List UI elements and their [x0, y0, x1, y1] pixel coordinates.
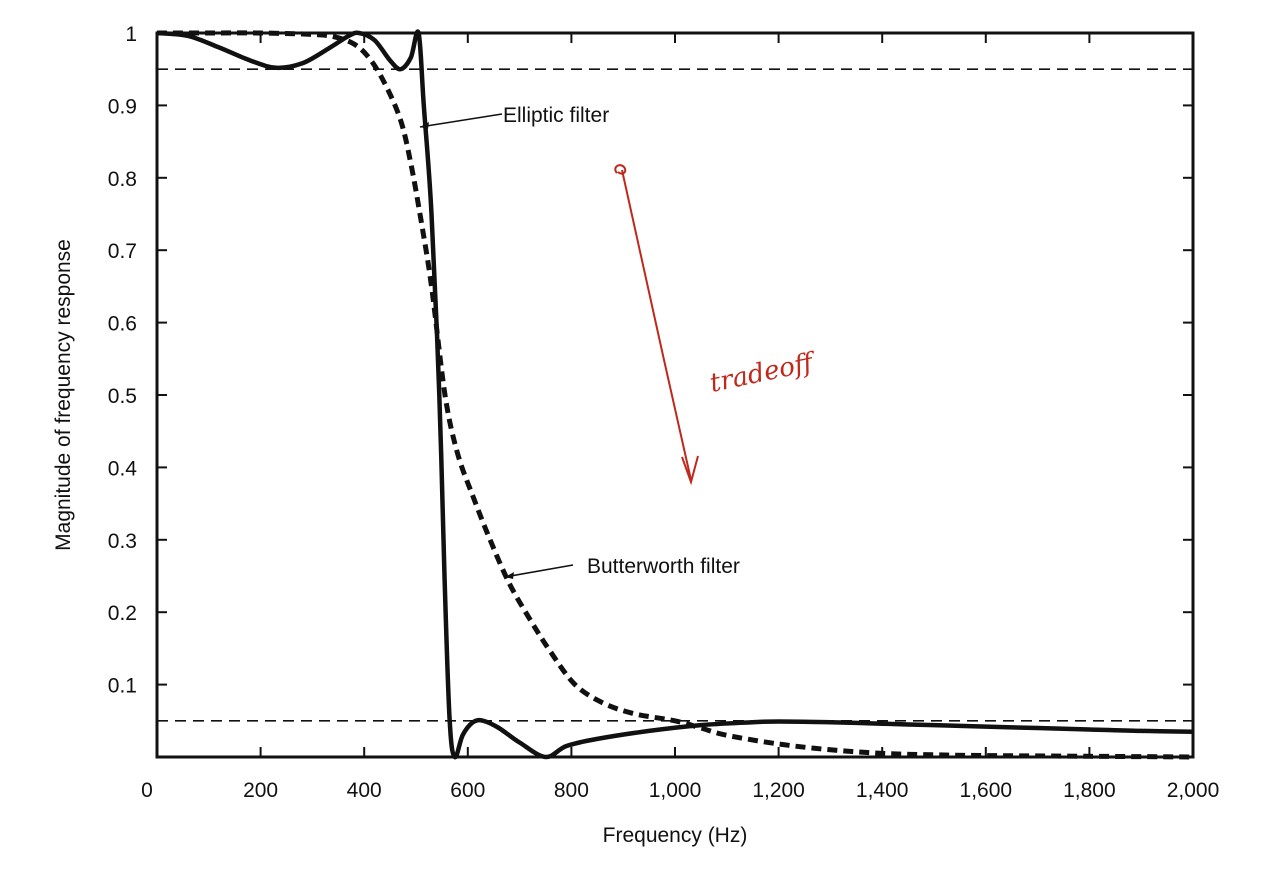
tolerance-lines	[157, 68, 1193, 722]
x-tick-label: 1,800	[1063, 779, 1116, 802]
y-tick-label: 0.8	[108, 168, 137, 191]
y-tick-label: 0.3	[108, 530, 137, 553]
x-tick-label: 0	[141, 779, 153, 802]
tradeoff-label: tradeoff	[707, 347, 820, 399]
butterworth-annotation: Butterworth filter	[504, 555, 740, 579]
elliptic-curve	[156, 29, 1194, 760]
butterworth-curve	[157, 30, 1194, 760]
x-tick-label: 2,000	[1167, 779, 1220, 802]
arrowhead-icon	[420, 122, 429, 129]
x-tick-label: 1,400	[856, 779, 909, 802]
y-tick-label: 1	[125, 23, 137, 46]
x-tick-label: 800	[554, 779, 589, 802]
plot-frame	[155, 31, 1195, 759]
y-tick-label: 0.2	[108, 602, 137, 625]
y-tick-label: 0.1	[108, 675, 137, 698]
y-tick-label: 0.4	[108, 457, 138, 480]
axis-tick-labels: 0 200 400 600 800 1,000 1,200 1,400 1,600 1,800 2,…	[108, 23, 1219, 802]
x-tick-label: 400	[347, 779, 382, 802]
x-tick-label: 1,200	[752, 779, 805, 802]
x-tick-label: 600	[450, 779, 485, 802]
tradeoff-handwritten-annotation: tradeoff	[614, 164, 820, 486]
axis-ticks	[157, 33, 1193, 757]
arrow-tail-loop-icon	[614, 164, 627, 175]
elliptic-label: Elliptic filter	[503, 104, 609, 127]
butterworth-arrow	[504, 564, 574, 578]
x-tick-label: 1,600	[960, 779, 1013, 802]
butterworth-label: Butterworth filter	[587, 555, 740, 578]
filter-curves	[156, 29, 1194, 760]
plot-border	[155, 31, 1195, 759]
y-tick-label: 0.6	[108, 313, 137, 336]
elliptic-arrow	[419, 113, 503, 128]
elliptic-annotation: Elliptic filter	[419, 104, 609, 129]
x-tick-label: 1,000	[649, 779, 702, 802]
x-tick-label: 200	[243, 779, 278, 802]
y-tick-label: 0.9	[108, 95, 137, 118]
arrowhead-down-icon	[681, 455, 699, 486]
arrowhead-icon	[505, 572, 514, 579]
y-tick-label: 0.5	[108, 385, 137, 408]
y-tick-label: 0.7	[108, 240, 137, 263]
y-axis-title: Magnitude of frequency response	[52, 239, 75, 551]
x-axis-title: Frequency (Hz)	[603, 824, 748, 847]
tradeoff-arrow	[621, 169, 692, 481]
